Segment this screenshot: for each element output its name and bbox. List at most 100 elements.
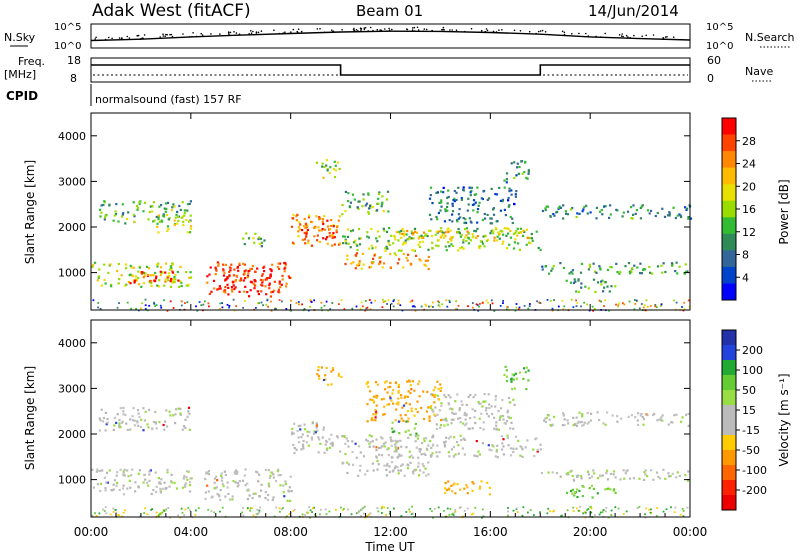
power-cell [427,255,430,258]
velocity-cell [128,479,131,482]
power-cell [164,280,167,283]
colorbar-tick-label: -50 [742,444,760,457]
velocity-cell [165,409,168,412]
power-cell [609,204,612,207]
power-cell [507,199,510,202]
velocity-cell [374,381,378,384]
velocity-cell [288,513,291,515]
velocity-cell [243,474,246,477]
power-cell [420,236,424,240]
power-cell [396,262,399,265]
velocity-cell [572,478,575,481]
power-cell [501,198,504,201]
power-cell [369,204,372,208]
velocity-cell [407,417,410,420]
velocity-cell [614,476,617,479]
power-cell [172,278,175,281]
power-cell [164,278,167,281]
velocity-cell [131,415,134,418]
power-cell [443,220,447,223]
power-cell [251,264,254,268]
velocity-cell [439,383,442,386]
velocity-cell [404,430,407,433]
velocity-cell [680,420,683,423]
power-cell [303,231,306,234]
power-cell [493,239,496,242]
power-cell [531,239,534,242]
power-cell [292,217,295,220]
power-cell [514,238,517,241]
power-cell [627,262,631,265]
power-cell [186,301,189,304]
velocity-cell [390,444,393,447]
velocity-cell [524,371,527,374]
power-cell [448,219,451,222]
power-cell [371,262,374,265]
power-cell [351,193,354,196]
velocity-cell [269,474,272,477]
power-cell [361,205,364,208]
power-cell [448,301,451,304]
power-cell [596,281,600,284]
power-cell [566,213,570,216]
velocity-cell [378,453,381,456]
velocity-cell [439,424,442,427]
power-cell [448,245,451,248]
power-cell [103,200,106,203]
velocity-cell [252,492,255,495]
velocity-cell [142,481,145,484]
power-cell [328,234,332,237]
velocity-cell [512,378,515,381]
velocity-cell [444,482,447,485]
nsky-point [376,28,379,31]
power-cell [675,261,678,264]
power-cell [425,305,428,307]
x-axis: 00:00 04:00 08:00 12:00 16:00 20:00 00:00 [74,113,707,539]
velocity-cell [246,489,249,492]
power-cell [445,299,448,302]
velocity-cell [372,469,375,472]
power-cell [440,199,443,202]
power-cell [216,288,219,291]
velocity-cell [469,417,472,420]
velocity-cell [391,430,394,433]
power-cell [478,201,481,204]
power-cell [152,201,155,204]
power-cell [290,299,292,302]
nsky-point [455,29,458,32]
power-cell [587,287,590,290]
power-cell [428,305,430,308]
velocity-cell [580,421,583,424]
power-cell [335,231,338,234]
velocity-cell [581,495,584,498]
velocity-cell [681,416,684,419]
power-cell [165,213,169,217]
power-cell [476,211,479,214]
power-cell [424,259,427,262]
velocity-cell [159,513,161,515]
velocity-cell [366,381,369,384]
power-cell [385,230,389,233]
power-cell [368,207,371,210]
velocity-cell [447,488,450,491]
power-cell [177,279,180,282]
power-cell [575,305,578,307]
power-cell [441,231,444,234]
nsky-point [384,28,386,30]
power-cell [239,279,242,282]
velocity-cell [403,474,406,477]
nsky-point [360,29,362,31]
nsky-point [620,35,623,37]
power-cell [200,304,203,307]
velocity-cell [325,366,328,369]
power-cell [308,214,311,217]
velocity-cell [331,367,335,370]
power-cell [577,290,581,293]
power-cell [559,262,562,265]
y-tick-label: 3000 [58,382,86,395]
power-cell [559,206,563,209]
power-cell [186,209,189,212]
power-cell [406,259,409,262]
power-cell [411,305,414,308]
velocity-cell [205,471,208,474]
